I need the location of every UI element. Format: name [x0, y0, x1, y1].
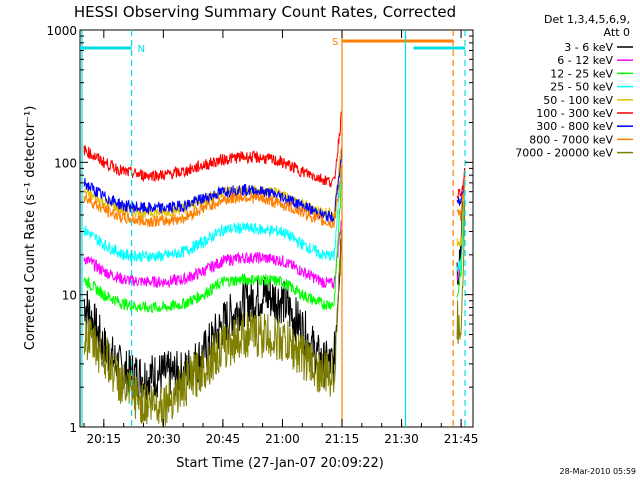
flag-label-S: S [332, 37, 338, 48]
legend-label: 3 - 6 keV [564, 41, 613, 54]
flag-label-N: N [138, 44, 145, 55]
x-tick-label: 21:00 [265, 432, 300, 446]
x-tick-label: 21:30 [384, 432, 419, 446]
series-line-7 [456, 176, 466, 221]
series-layer [83, 111, 466, 427]
y-tick-label: 1 [69, 421, 77, 435]
series-line-2 [83, 179, 343, 314]
vertical-lines-layer [81, 30, 466, 427]
series-line-3 [83, 169, 343, 263]
x-tick-label: 21:45 [444, 432, 479, 446]
x-axis-label: Start Time (27-Jan-07 20:09:22) [176, 456, 384, 471]
plot-frame [79, 29, 474, 428]
legend-label: 6 - 12 keV [557, 54, 613, 67]
flags-layer: NS [80, 37, 466, 55]
series-line-6 [83, 148, 343, 224]
y-tick-label: 100 [54, 156, 77, 170]
y-tick-label: 10 [62, 289, 77, 303]
legend-label: 12 - 25 keV [550, 67, 613, 80]
legend-header-line-2: Att 0 [604, 26, 630, 39]
series-line-3 [456, 183, 466, 273]
timestamp: 28-Mar-2010 05:59 [560, 467, 637, 476]
legend-label: 300 - 800 keV [536, 120, 613, 133]
axes-layer: 20:15 20:30 20:45 21:00 21:15 21:30 21:45 1 10 10… [46, 24, 478, 446]
series-line-6 [456, 180, 466, 206]
series-line-5 [83, 111, 342, 188]
y-tick-label: 1000 [46, 24, 77, 38]
legend-label: 100 - 300 keV [536, 107, 613, 120]
legend-label: 50 - 100 keV [543, 94, 613, 107]
series-line-5 [456, 168, 466, 199]
legend-header-line-1: Det 1,3,4,5,6,9, [544, 13, 630, 26]
series-line-4 [456, 177, 466, 248]
series-line-7 [83, 165, 343, 229]
series-line-8 [456, 200, 466, 344]
x-tick-label: 20:30 [146, 432, 181, 446]
x-tick-label: 21:15 [325, 432, 360, 446]
legend-label: 800 - 7000 keV [529, 133, 613, 146]
series-line-8 [83, 229, 343, 427]
legend-label: 25 - 50 keV [550, 81, 613, 94]
chart-title: HESSI Observing Summary Count Rates, Cor… [74, 3, 456, 21]
legend-label: 7000 - 20000 keV [515, 147, 613, 160]
y-axis-label: Corrected Count Rate (s⁻¹ detector⁻¹) [23, 106, 38, 351]
plot-area [79, 29, 474, 428]
series-line-1 [83, 219, 343, 289]
x-tick-label: 20:45 [206, 432, 241, 446]
x-tick-label: 20:15 [87, 432, 122, 446]
